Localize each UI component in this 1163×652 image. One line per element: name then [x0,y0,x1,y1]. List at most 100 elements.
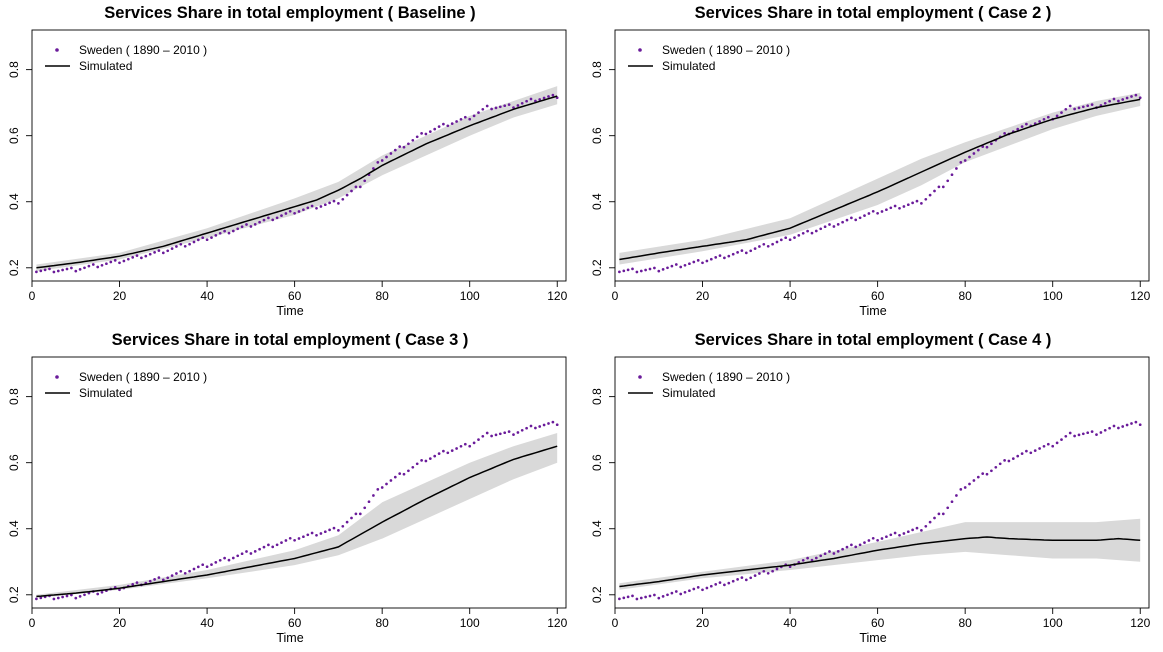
data-point [867,212,871,215]
data-point [644,268,647,272]
data-point [920,202,923,205]
data-point [1064,107,1068,111]
data-point [1077,433,1081,437]
data-point [1003,459,1006,462]
data-point [661,595,665,598]
data-point [622,596,626,600]
data-point [937,512,941,516]
data-point [1038,120,1041,123]
data-point [534,426,537,430]
data-point [801,231,805,235]
data-point [1077,106,1081,110]
data-point [249,225,253,228]
data-point [696,259,700,262]
data-point [446,451,450,455]
data-point [1134,93,1138,97]
data-point [893,204,897,208]
x-tick-label: 80 [958,289,972,303]
data-point [442,122,445,126]
series-observed-points [618,420,1142,601]
data-point [626,595,630,599]
data-point [1073,434,1076,438]
data-point [1068,431,1072,435]
x-tick-label: 100 [1043,616,1063,630]
data-point [854,545,858,549]
data-point [56,596,60,600]
x-tick-label: 40 [783,289,797,303]
data-point [740,249,744,252]
data-point [635,597,639,601]
data-point [889,533,893,537]
data-point [841,547,844,551]
data-point [814,229,818,233]
data-point [74,596,78,600]
data-point [503,431,507,435]
data-point [477,438,480,441]
confidence-band [36,433,558,599]
data-point [806,229,809,233]
data-point [788,565,792,569]
data-point [494,106,498,110]
data-point [766,244,770,248]
data-point [968,155,971,159]
data-point [118,261,121,265]
legend: Sweden ( 1890 – 2010 ) Simulated [628,43,790,73]
data-point [915,199,919,203]
data-point [639,596,643,600]
data-point [236,554,240,558]
data-point [490,107,493,111]
data-point [670,591,674,595]
data-point [876,538,879,542]
data-point [196,238,200,242]
data-point [494,433,498,437]
data-point [1138,423,1142,427]
data-point [477,111,480,114]
data-point [736,251,739,254]
series-simulated-line [619,536,1141,588]
data-point [61,595,64,599]
data-point [157,249,161,252]
data-point [1130,422,1133,425]
data-point [407,142,410,146]
legend-observed-marker [638,375,642,379]
data-point [762,569,766,573]
data-point [170,574,174,577]
data-point [332,526,336,530]
legend-simulated-label: Simulated [662,59,715,73]
data-point [166,249,170,253]
x-tick-label: 120 [1130,616,1150,630]
confidence-band [619,518,1141,590]
x-tick-label: 20 [696,289,710,303]
data-point [692,260,696,264]
data-point [1103,101,1107,105]
data-point [933,189,936,193]
data-point [83,266,86,270]
data-point [990,469,993,473]
data-point [472,114,476,118]
data-point [1134,420,1138,424]
x-tick-label: 100 [1043,289,1063,303]
data-point [267,543,270,547]
data-point [345,193,349,197]
x-tick-label: 100 [460,616,480,630]
data-point [972,479,976,482]
data-point [1081,432,1085,436]
data-point [131,583,135,586]
x-tick-label: 40 [200,616,214,630]
data-point [876,211,879,215]
data-point [262,545,266,549]
x-tick-label: 80 [958,616,972,630]
data-point [341,197,345,201]
x-tick-label: 0 [29,289,36,303]
data-point [131,256,135,259]
x-tick-label: 0 [612,289,619,303]
data-point [284,212,288,215]
data-point [631,267,634,271]
x-tick-label: 60 [871,616,885,630]
data-point [915,526,919,530]
data-point [950,173,954,177]
data-point [955,167,958,170]
data-point [701,588,704,592]
series-simulated-line [36,95,558,269]
data-point [1060,438,1063,441]
